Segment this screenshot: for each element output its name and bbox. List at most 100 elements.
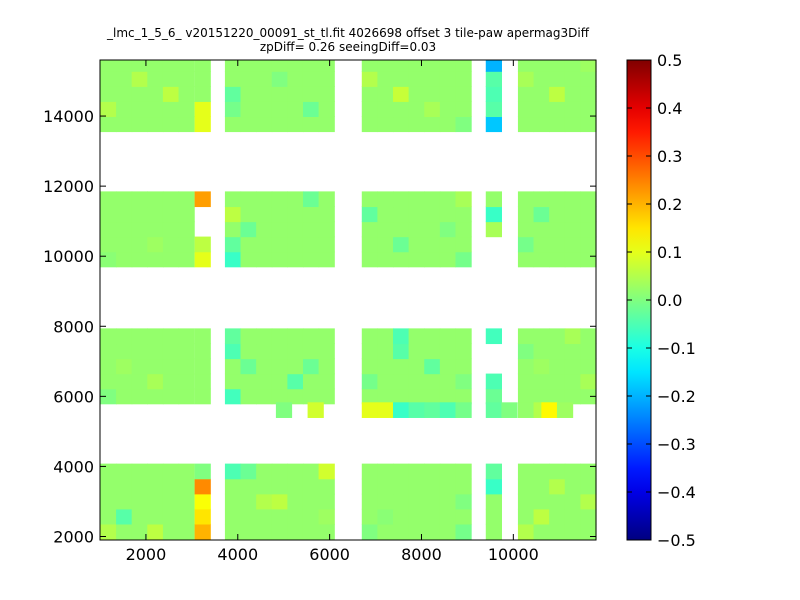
heatmap-cell [178,373,195,390]
heatmap-cell [240,251,257,268]
heatmap-cell [439,191,457,208]
heatmap-cell [224,388,242,405]
heatmap-cell [361,402,378,418]
colorbar-tick-label: −0.1 [657,339,696,358]
heatmap-cell [116,493,133,510]
heatmap-cell [580,373,597,390]
heatmap-cell [564,388,581,405]
heatmap-cell [256,116,273,133]
x-axis: 2000 4000 6000 8000 10000 [126,60,539,564]
heatmap-cell [271,60,288,72]
heatmap-cell [194,343,211,360]
heatmap-cell [287,71,304,87]
heatmap-cell [302,101,320,118]
heatmap-cell [549,221,566,238]
heatmap-cell [256,206,273,223]
heatmap-cell [178,221,195,238]
heatmap-cell [549,478,566,495]
heatmap-cell [580,86,597,102]
heatmap-cell [533,71,550,87]
heatmap-cell [287,116,304,133]
colorbar-tick-label: 0.4 [657,99,682,118]
heatmap-cell [100,463,117,480]
heatmap-cell [287,343,304,360]
heatmap-cell [287,206,304,223]
heatmap-cell [271,343,288,360]
heatmap-cell [131,358,148,375]
heatmap-cell [162,221,180,238]
heatmap-cell [361,251,378,268]
heatmap-cell [580,60,597,72]
heatmap-cell [302,221,320,238]
heatmap-cell [302,116,320,133]
heatmap-cell [178,388,195,405]
heatmap-cell [424,191,441,208]
heatmap-cell [408,236,425,253]
heatmap-cell [408,71,425,87]
heatmap-cell [162,101,180,118]
heatmap-cell [439,373,457,390]
heatmap-cell [393,328,410,345]
heatmap-cell [549,328,566,345]
heatmap-cell [517,523,535,540]
heatmap-cell [439,388,457,405]
heatmap-cell [424,236,441,253]
heatmap-cell [194,60,211,72]
heatmap-cell [194,328,211,345]
heatmap-cell [361,478,378,495]
heatmap-cell [549,358,566,375]
colorbar-tick-label: 0.5 [657,51,682,70]
heatmap-cell [424,463,441,480]
heatmap-cell [485,86,502,102]
x-tick-label: 8000 [401,545,442,564]
heatmap-cell [116,358,133,375]
heatmap-cell [580,101,597,118]
heatmap-cell [424,358,441,375]
heatmap-cell [240,463,257,480]
heatmap-cell [194,191,211,208]
heatmap-cell [377,373,394,390]
heatmap-cell [240,328,257,345]
heatmap-cell [564,493,581,510]
heatmap-cell [224,71,242,87]
heatmap-cell [318,236,335,253]
heatmap-cell [116,508,133,525]
heatmap-cell [424,388,441,405]
heatmap-cell [131,373,148,390]
heatmap-cell [302,86,320,102]
heatmap-cell [580,191,597,208]
heatmap-cell [455,221,472,238]
heatmap-cell [517,328,535,345]
heatmap-cell [194,101,211,118]
heatmap-cell [224,463,242,480]
heatmap-cell [393,206,410,223]
heatmap-cell [147,71,164,87]
heatmap-cell [194,463,211,480]
heatmap-cell [439,236,457,253]
heatmap-cell [147,358,164,375]
colorbar-tick-label: −0.3 [657,435,696,454]
heatmap-cell [256,388,273,405]
heatmap-cell [533,116,550,133]
heatmap-cell [178,478,195,495]
heatmap-cell [100,358,117,375]
heatmap-cell [256,508,273,525]
heatmap-cell [517,343,535,360]
heatmap-cell [224,358,242,375]
heatmap-cell [549,236,566,253]
heatmap-cell [256,191,273,208]
heatmap-cell [424,373,441,390]
heatmap-cell [549,493,566,510]
heatmap-cell [271,236,288,253]
heatmap-cell [178,71,195,87]
y-tick-label: 6000 [53,387,94,406]
heatmap-cell [178,463,195,480]
heatmap-cell [224,101,242,118]
heatmap-cell [549,116,566,133]
heatmap-cell [271,493,288,510]
heatmap-cell [455,60,472,72]
heatmap-cell [271,478,288,495]
heatmap-cell [361,60,378,72]
heatmap-cell [116,388,133,405]
heatmap-cell [271,463,288,480]
